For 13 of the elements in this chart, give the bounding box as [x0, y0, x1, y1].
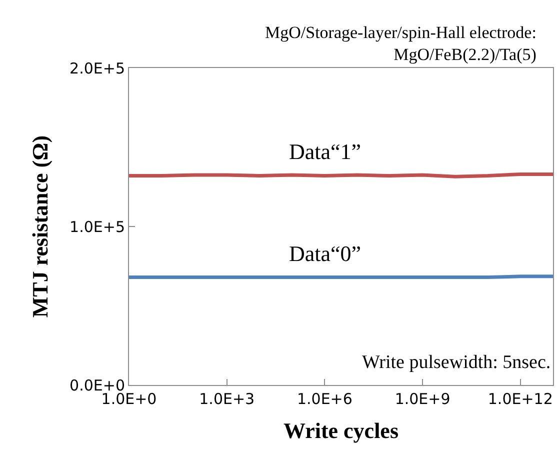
y-axis-title: MTJ resistance (Ω): [27, 135, 52, 318]
series-label: Data“0”: [289, 241, 362, 266]
series-label: Data“1”: [289, 139, 362, 164]
x-tick-label: 1.0E+6: [296, 390, 352, 408]
y-tick-label: 2.0E+5: [70, 59, 125, 78]
x-tick-label: 1.0E+0: [101, 390, 157, 408]
x-tick-label: 1.0E+9: [394, 390, 450, 408]
x-tick-label: 1.0E+12: [488, 390, 553, 408]
y-tick-label: 1.0E+5: [70, 218, 125, 236]
annotation: Write pulsewidth: 5nsec.: [362, 352, 551, 373]
x-axis-title: Write cycles: [283, 418, 399, 443]
x-tick-label: 1.0E+3: [199, 390, 255, 408]
chart-title: MgO/Storage-layer/spin-Hall electrode: MgO/FeB(2.2)/Ta(5): [265, 23, 536, 64]
